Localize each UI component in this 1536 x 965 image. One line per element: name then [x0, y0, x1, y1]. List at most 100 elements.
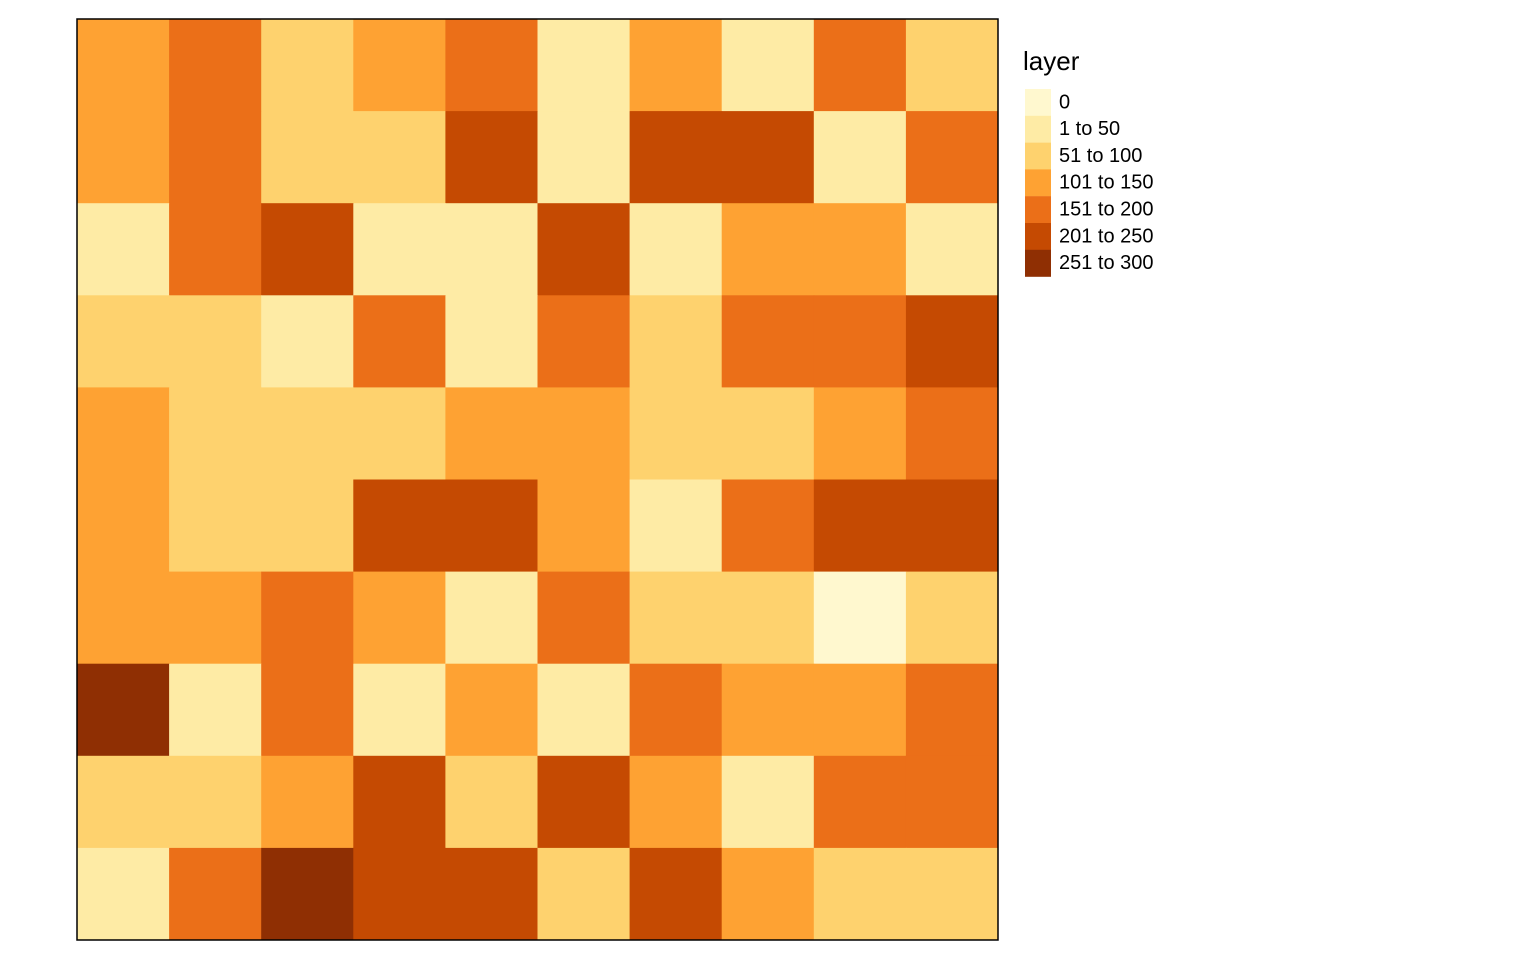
raster-cell	[353, 847, 446, 941]
raster-cell	[905, 203, 999, 296]
raster-cell	[537, 203, 631, 296]
legend-swatch	[1025, 196, 1051, 224]
raster-cell	[905, 479, 999, 573]
raster-cell	[169, 387, 262, 480]
raster-cell	[629, 571, 723, 665]
raster-cell	[169, 663, 262, 757]
legend-label: 51 to 100	[1059, 145, 1142, 167]
legend-label: 1 to 50	[1059, 118, 1120, 140]
raster-cell	[261, 295, 354, 388]
raster-cell	[445, 387, 538, 480]
raster-cell	[353, 295, 446, 388]
raster-cell	[813, 203, 907, 296]
raster-cell	[445, 571, 538, 665]
raster-cell	[905, 295, 999, 388]
raster-cell	[813, 111, 907, 204]
legend-label: 101 to 150	[1059, 172, 1154, 194]
raster-cell	[169, 755, 262, 849]
raster-cell	[905, 755, 999, 849]
raster-cell	[629, 19, 723, 112]
raster-cell	[905, 847, 999, 941]
raster-cell	[445, 755, 538, 849]
legend-swatch	[1025, 115, 1051, 143]
raster-cell	[721, 111, 815, 204]
legend-swatch	[1025, 169, 1051, 197]
raster-cell	[629, 755, 723, 849]
raster-cell	[629, 479, 723, 573]
raster-cell	[629, 387, 723, 480]
raster-cell	[905, 19, 999, 112]
raster-cell	[905, 663, 999, 757]
raster-cell	[813, 19, 907, 112]
raster-cell	[905, 387, 999, 480]
raster-cell	[537, 295, 631, 388]
raster-cell	[537, 847, 631, 941]
raster-cell	[353, 387, 446, 480]
raster-cell	[537, 571, 631, 665]
raster-cell	[261, 479, 354, 573]
raster-cell	[813, 663, 907, 757]
legend-label: 151 to 200	[1059, 198, 1154, 220]
raster-cell	[261, 111, 354, 204]
raster-cell	[261, 19, 354, 112]
raster-cell	[77, 387, 170, 480]
raster-cell	[77, 847, 170, 941]
raster-cell	[169, 203, 262, 296]
legend-swatch	[1025, 223, 1051, 250]
raster-cell	[813, 571, 907, 665]
raster-cell	[353, 111, 446, 204]
raster-cell	[721, 295, 815, 388]
legend-label: 201 to 250	[1059, 225, 1154, 247]
raster-cell	[629, 295, 723, 388]
legend-label: 0	[1059, 91, 1070, 113]
legend-label: 251 to 300	[1059, 252, 1154, 274]
raster-cell	[721, 387, 815, 480]
raster-cell	[537, 387, 631, 480]
raster-cell	[629, 663, 723, 757]
raster-cell	[353, 479, 446, 573]
raster-cell	[261, 663, 354, 757]
raster-cell	[445, 847, 538, 941]
raster-cell	[445, 479, 538, 573]
raster-cell	[445, 295, 538, 388]
raster-cell	[721, 571, 815, 665]
raster-cell	[353, 755, 446, 849]
raster-cell	[169, 847, 262, 941]
raster-cell	[629, 847, 723, 941]
raster-cell	[445, 111, 538, 204]
raster-cell	[537, 111, 631, 204]
raster-cell	[721, 663, 815, 757]
raster-cell	[721, 203, 815, 296]
raster-cell	[721, 19, 815, 112]
raster-cell	[353, 663, 446, 757]
raster-cell	[813, 295, 907, 388]
legend-swatch	[1025, 89, 1051, 116]
raster-cell	[77, 295, 170, 388]
map-frame	[76, 18, 999, 941]
raster-cell	[261, 571, 354, 665]
legend-swatch	[1025, 249, 1051, 277]
raster-cell	[537, 755, 631, 849]
raster-cell	[905, 111, 999, 204]
raster-cell	[353, 19, 446, 112]
raster-cell	[537, 663, 631, 757]
raster-cell	[77, 663, 170, 757]
raster-cell	[629, 111, 723, 204]
raster-cell	[445, 19, 538, 112]
raster-cell	[445, 663, 538, 757]
raster	[77, 19, 999, 941]
raster-cell	[721, 479, 815, 573]
raster-cell	[77, 571, 170, 665]
raster-cell	[261, 387, 354, 480]
raster-cell	[261, 755, 354, 849]
raster-cell	[77, 203, 170, 296]
raster-cell	[261, 203, 354, 296]
raster-cell	[353, 571, 446, 665]
raster-cell	[721, 755, 815, 849]
raster-cell	[721, 847, 815, 941]
raster-cell	[353, 203, 446, 296]
raster-cell	[629, 203, 723, 296]
legend-title: layer	[1023, 46, 1080, 76]
raster-cell	[169, 19, 262, 112]
